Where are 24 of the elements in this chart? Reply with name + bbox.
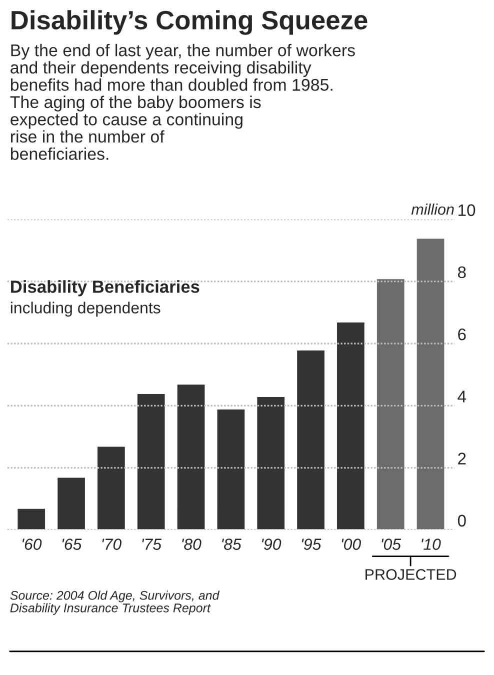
x-tick-label: '70 [102, 538, 122, 550]
y-tick-label: 2 [458, 452, 466, 464]
text: PROJECTED [366, 569, 456, 580]
chart-subtitle: By the end of last year, the number of workers and their dependents receiving disability benefits had more than doubled from 1985. The aging of the baby boomers is expected to cause a continuing rise in the number of beneficiaries. [10, 44, 355, 160]
chart-title: Disability’s Coming Squeeze [12, 10, 368, 35]
x-tick-label: '60 [22, 538, 42, 550]
x-tick-label: '80 [182, 538, 202, 550]
y-tick-label: 0 [458, 514, 466, 527]
y-tick-label: 10 [458, 204, 476, 216]
y-tick-label: 8 [458, 266, 466, 278]
source-note: Source: 2004 Old Age, Survivors, and Disability Insurance Trustees Report [10, 590, 220, 615]
annotation: including dependents [10, 302, 160, 317]
x-tick-label: '65 [62, 538, 82, 550]
y-tick-label: 6 [458, 328, 466, 340]
y-tick-label: 4 [458, 390, 466, 402]
x-tick-label: '10 [422, 538, 441, 550]
x-tick-label: '95 [302, 538, 322, 550]
y-axis-title: million [411, 204, 454, 215]
annotation: Disability Beneficiaries [11, 280, 200, 296]
x-tick-label: '90 [262, 538, 282, 550]
x-tick-label: '05 [382, 538, 402, 550]
x-tick-label: '75 [142, 538, 162, 550]
x-tick-label: '00 [342, 538, 361, 550]
x-tick-label: '85 [222, 538, 242, 550]
